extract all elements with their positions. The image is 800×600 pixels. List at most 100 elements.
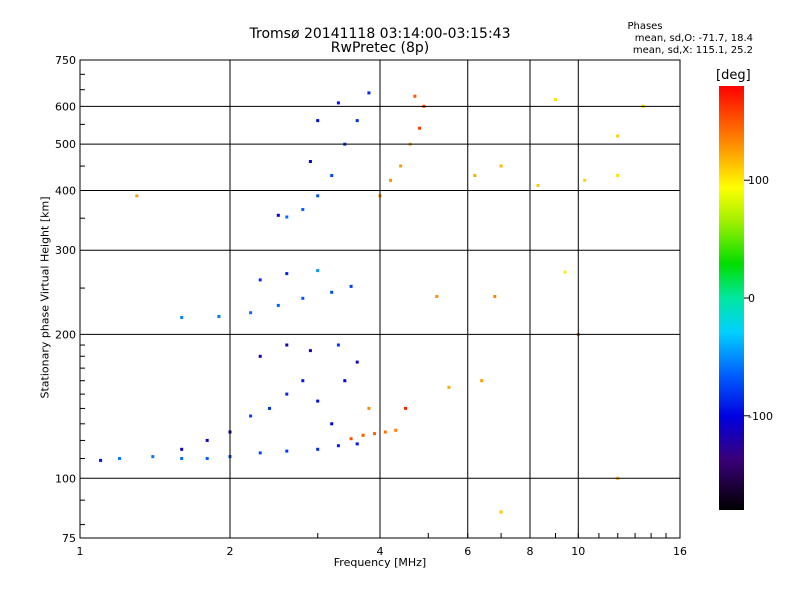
echo-point [285, 272, 289, 276]
echo-point [355, 360, 359, 364]
echo-point [355, 442, 359, 446]
echo-point [180, 457, 184, 460]
echo-point [389, 178, 393, 182]
echo-point [276, 303, 280, 307]
echo-point [330, 174, 334, 177]
echo-point [343, 379, 347, 383]
echo-point [355, 119, 359, 123]
echo-point [493, 295, 497, 298]
colorbar-ticks: 100 0 -100 [744, 174, 773, 423]
echo-point [276, 213, 280, 217]
x-axis-label: Frequency [MHz] [333, 556, 427, 569]
echo-point [499, 510, 503, 514]
echo-point [285, 215, 289, 219]
echo-point [316, 447, 320, 451]
echo-point [383, 430, 387, 434]
echo-point [151, 455, 155, 459]
echo-point [308, 160, 312, 163]
grid-lines [80, 60, 680, 538]
echo-point [285, 392, 289, 396]
echo-point [316, 399, 320, 403]
y-tick-label: 500 [55, 138, 76, 151]
echo-point [349, 437, 353, 441]
echo-point [258, 278, 262, 282]
echo-point [180, 316, 184, 319]
echo-point [249, 311, 253, 315]
legend-title: Phases [627, 21, 663, 32]
echo-point [361, 433, 365, 437]
y-tick-label: 750 [55, 54, 76, 67]
echo-point [316, 194, 320, 198]
echo-point [249, 414, 253, 418]
x-tick-label: 2 [227, 545, 234, 558]
echo-points [99, 91, 645, 514]
colorbar [719, 86, 744, 510]
echo-point [336, 444, 340, 448]
echo-point [404, 406, 407, 410]
echo-point [301, 296, 305, 300]
echo-point [99, 458, 103, 462]
echo-point [316, 269, 320, 273]
echo-point [447, 385, 451, 389]
legend-x-mode-stats: mean, sd,X: 115.1, 25.2 [632, 45, 753, 56]
echo-point [336, 101, 340, 105]
echo-point [435, 295, 439, 298]
echo-point [308, 349, 312, 353]
y-tick-label: 300 [55, 244, 76, 257]
y-axis-label: Stationary phase Virtual Height [km] [38, 196, 52, 399]
echo-point [301, 208, 305, 211]
legend-o-mode-stats: mean, sd,O: -71.7, 18.4 [634, 33, 753, 44]
echo-point [394, 428, 398, 432]
echo-point [367, 91, 371, 95]
echo-point [563, 270, 567, 274]
echo-point [473, 174, 477, 177]
echo-point [336, 343, 340, 347]
echo-point [399, 164, 403, 168]
echo-point [373, 432, 376, 436]
echo-point [367, 406, 371, 410]
echo-point [316, 119, 320, 123]
echo-point [413, 94, 417, 98]
x-tick-label: 1 [77, 545, 84, 558]
echo-point [554, 98, 557, 101]
x-tick-label: 16 [673, 545, 687, 558]
colorbar-tick-label: 0 [748, 292, 755, 305]
echo-point [258, 354, 262, 358]
x-tick-label: 6 [464, 545, 471, 558]
y-tick-label: 200 [55, 328, 76, 341]
echo-point [349, 284, 353, 288]
echo-point [285, 449, 289, 453]
echo-point [118, 457, 121, 460]
chart-title: Tromsø 20141118 03:14:00-03:15:43 [249, 26, 511, 42]
colorbar-tick-label: -100 [748, 410, 773, 423]
echo-point [268, 406, 271, 410]
echo-point [480, 379, 484, 383]
echo-point [616, 174, 620, 177]
y-tick-label: 75 [62, 532, 76, 545]
echo-point [301, 379, 305, 383]
echo-point [285, 343, 289, 347]
y-tick-label: 100 [55, 472, 76, 485]
echo-point [330, 290, 334, 294]
x-axis-ticks: 1 2 4 6 8 10 16 [77, 533, 687, 558]
y-tick-label: 400 [55, 184, 76, 197]
y-axis-ticks: 75 100 200 300 400 500 600 750 [55, 54, 85, 545]
echo-point [180, 447, 184, 451]
x-tick-label: 4 [377, 545, 384, 558]
echo-point [205, 438, 209, 442]
colorbar-tick-label: 100 [748, 174, 769, 187]
echo-point [418, 126, 421, 130]
echo-point [616, 134, 620, 138]
echo-point [536, 183, 540, 187]
echo-point [205, 457, 209, 460]
echo-point [217, 315, 221, 318]
echo-point [258, 451, 262, 455]
echo-point [583, 178, 587, 182]
x-tick-label: 8 [527, 545, 534, 558]
echo-point [499, 164, 503, 168]
chart-subtitle: RwPretec (8p) [330, 40, 430, 56]
echo-point [135, 194, 139, 198]
colorbar-label: [deg] [716, 68, 751, 83]
x-tick-label: 10 [571, 545, 585, 558]
